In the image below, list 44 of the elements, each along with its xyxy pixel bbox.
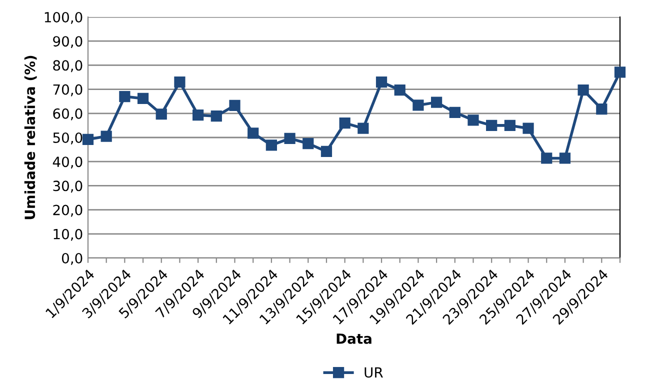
point bbox=[229, 100, 240, 112]
point bbox=[486, 120, 498, 132]
point bbox=[82, 134, 94, 145]
y-tick-label: 40,0 bbox=[52, 156, 82, 168]
point bbox=[541, 152, 552, 164]
y-tick-label: 10,0 bbox=[54, 228, 82, 241]
y-tick-label: 60,0 bbox=[53, 108, 82, 120]
point bbox=[614, 66, 626, 78]
point bbox=[174, 76, 186, 88]
point bbox=[504, 120, 516, 132]
point bbox=[522, 122, 534, 134]
y-axis-title: Umidade relativa (%) bbox=[24, 56, 37, 220]
point bbox=[430, 96, 442, 108]
y-tick-label: 0,0 bbox=[62, 252, 82, 265]
point bbox=[412, 100, 424, 111]
point bbox=[320, 146, 332, 158]
point bbox=[266, 140, 278, 151]
point bbox=[284, 132, 296, 144]
point bbox=[394, 84, 406, 96]
point bbox=[596, 104, 608, 115]
point bbox=[119, 90, 130, 102]
point bbox=[137, 92, 149, 104]
y-tick-label: 30,0 bbox=[53, 180, 82, 193]
point bbox=[248, 128, 259, 139]
legend-label: UR bbox=[364, 367, 383, 378]
point bbox=[468, 114, 479, 126]
point bbox=[339, 117, 350, 129]
point bbox=[100, 130, 112, 142]
x-axis-title: Data bbox=[336, 334, 372, 344]
point bbox=[302, 138, 314, 150]
point bbox=[192, 110, 204, 121]
point bbox=[358, 122, 369, 134]
y-tick-label: 90,0 bbox=[53, 36, 82, 48]
point bbox=[559, 152, 571, 164]
y-tick-label: 20,0 bbox=[53, 204, 82, 217]
y-tick-label: 70,0 bbox=[53, 84, 82, 96]
y-tick-label: 100,0 bbox=[44, 12, 82, 24]
y-tick-label: 50,0 bbox=[53, 132, 82, 144]
point bbox=[376, 76, 388, 88]
y-tick-label: 80,0 bbox=[53, 60, 82, 72]
point bbox=[578, 84, 589, 96]
point bbox=[210, 110, 222, 122]
point bbox=[449, 106, 460, 118]
point bbox=[156, 108, 167, 120]
